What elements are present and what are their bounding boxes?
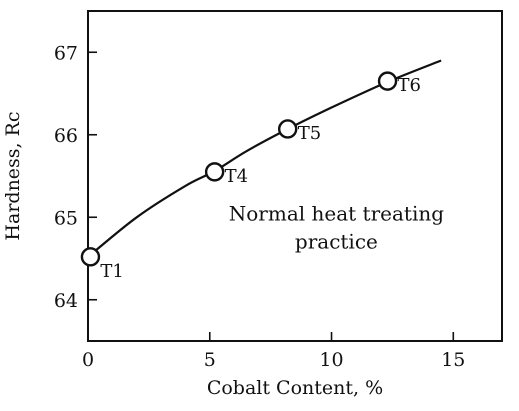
tick-labels-group: 0 5 10 15 64 65 66 67 xyxy=(54,42,466,371)
y-tick-label-2: 66 xyxy=(54,125,78,147)
y-axis-title: Hardness, Rc xyxy=(2,111,24,240)
data-point-t4 xyxy=(204,162,225,182)
y-tick-label-1: 65 xyxy=(54,207,78,229)
y-tick-label-3: 67 xyxy=(54,42,78,64)
data-point-t1 xyxy=(80,247,101,267)
x-tick-label-2: 10 xyxy=(319,349,343,371)
annotation-line-2: practice xyxy=(295,229,378,253)
points-group: T1 T4 T5 T6 xyxy=(80,71,421,282)
x-tick-label-3: 15 xyxy=(441,349,465,371)
x-tick-label-1: 5 xyxy=(204,349,216,371)
data-point-t5 xyxy=(277,119,298,139)
x-axis-title: Cobalt Content, % xyxy=(207,377,383,399)
ticks-group xyxy=(87,51,455,341)
annotation-line-1: Normal heat treating xyxy=(229,201,444,225)
point-label-t4: T4 xyxy=(225,166,248,187)
point-label-t5: T5 xyxy=(298,123,321,144)
point-label-t1: T1 xyxy=(100,261,123,282)
x-tick-label-0: 0 xyxy=(82,349,94,371)
y-tick-label-0: 64 xyxy=(54,290,78,312)
point-label-t6: T6 xyxy=(398,75,421,96)
data-point-t6 xyxy=(377,71,398,91)
series-curve xyxy=(87,59,442,258)
plot-frame xyxy=(87,10,503,342)
